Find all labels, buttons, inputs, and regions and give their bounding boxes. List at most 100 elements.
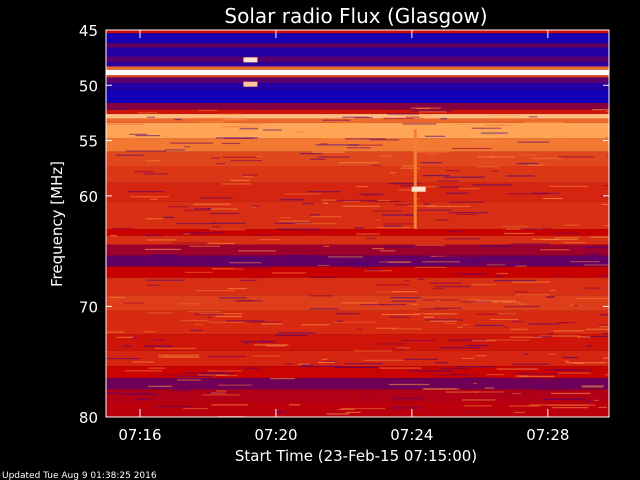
noise-streak: [211, 392, 226, 394]
noise-streak: [320, 137, 362, 139]
noise-streak: [355, 185, 369, 188]
noise-streak: [185, 271, 213, 274]
spectrum-band-5: [106, 62, 609, 67]
noise-streak: [110, 262, 146, 264]
noise-streak: [590, 236, 609, 238]
noise-streak: [481, 262, 524, 264]
noise-streak: [335, 199, 377, 202]
noise-streak: [522, 353, 529, 355]
noise-streak: [392, 291, 417, 293]
noise-streak: [410, 110, 453, 112]
noise-streak: [508, 405, 540, 407]
noise-streak: [543, 398, 586, 400]
noise-streak: [444, 238, 480, 240]
noise-streak: [553, 330, 585, 332]
noise-streak: [475, 355, 487, 357]
noise-streak: [261, 341, 270, 343]
heatmap-area: [106, 30, 609, 419]
noise-streak: [606, 197, 609, 199]
noise-streak: [356, 328, 362, 330]
noise-streak: [573, 305, 579, 307]
noise-streak: [457, 326, 464, 328]
noise-streak: [309, 214, 321, 216]
noise-streak: [474, 391, 505, 393]
noise-streak: [403, 358, 438, 360]
noise-streak: [355, 233, 380, 235]
noise-streak: [552, 273, 562, 276]
noise-streak: [137, 112, 158, 114]
noise-streak: [398, 189, 420, 191]
noise-streak: [581, 385, 604, 387]
noise-streak: [125, 137, 134, 139]
noise-streak: [459, 410, 491, 412]
noise-streak: [284, 193, 322, 195]
noise-streak: [243, 367, 261, 369]
noise-streak: [279, 217, 292, 219]
noise-streak: [328, 256, 364, 258]
spectrum-band-30: [106, 334, 609, 351]
x-tick-label: 07:20: [254, 426, 297, 444]
noise-streak: [391, 328, 422, 330]
noise-streak: [212, 225, 221, 228]
noise-streak: [376, 284, 409, 286]
noise-streak: [178, 303, 201, 305]
noise-streak: [244, 343, 249, 345]
noise-streak: [436, 186, 461, 188]
noise-streak: [155, 374, 181, 377]
spectrum-band-21: [106, 201, 609, 230]
noise-streak: [472, 184, 512, 186]
noise-streak: [146, 284, 160, 286]
noise-streak: [497, 313, 516, 315]
noise-streak: [215, 137, 258, 139]
noise-streak: [212, 222, 246, 224]
noise-streak: [434, 374, 478, 376]
noise-streak: [335, 313, 360, 315]
spectrum-band-31: [106, 350, 609, 367]
noise-streak: [513, 411, 526, 414]
noise-streak: [604, 225, 609, 227]
x-axis-label: Start Time (23-Feb-15 07:15:00): [235, 447, 477, 465]
noise-streak: [126, 191, 164, 193]
noise-streak: [440, 118, 447, 120]
noise-streak: [459, 301, 493, 303]
noise-streak: [375, 291, 398, 293]
noise-streak: [486, 124, 514, 126]
noise-streak: [584, 287, 601, 289]
noise-streak: [541, 238, 578, 241]
noise-streak: [168, 206, 189, 208]
noise-streak: [164, 136, 170, 138]
noise-streak: [132, 361, 155, 363]
noise-streak: [566, 362, 607, 364]
noise-streak: [402, 165, 416, 167]
noise-streak: [164, 149, 186, 151]
noise-streak: [410, 303, 419, 305]
noise-streak: [299, 153, 322, 155]
noise-streak: [210, 157, 220, 159]
noise-streak: [383, 246, 414, 248]
noise-streak: [604, 136, 609, 138]
noise-streak: [190, 329, 203, 332]
noise-streak: [322, 119, 351, 121]
noise-streak: [390, 407, 422, 409]
noise-streak: [511, 321, 523, 323]
noise-streak: [420, 265, 444, 267]
noise-streak: [215, 315, 242, 318]
noise-streak: [593, 399, 599, 401]
noise-streak: [207, 316, 212, 318]
noise-streak: [452, 263, 495, 265]
noise-streak: [404, 214, 413, 216]
noise-streak: [306, 191, 342, 193]
noise-streak: [118, 393, 157, 395]
noise-streak: [591, 109, 609, 111]
noise-streak: [324, 360, 338, 363]
noise-streak: [393, 397, 423, 400]
noise-streak: [445, 170, 460, 172]
noise-streak: [176, 379, 201, 381]
noise-streak: [402, 123, 437, 125]
noise-streak: [569, 107, 585, 109]
noise-streak: [130, 196, 170, 198]
noise-streak: [326, 413, 350, 415]
noise-streak: [547, 353, 556, 355]
noise-streak: [242, 174, 258, 176]
noise-streak: [422, 174, 450, 177]
